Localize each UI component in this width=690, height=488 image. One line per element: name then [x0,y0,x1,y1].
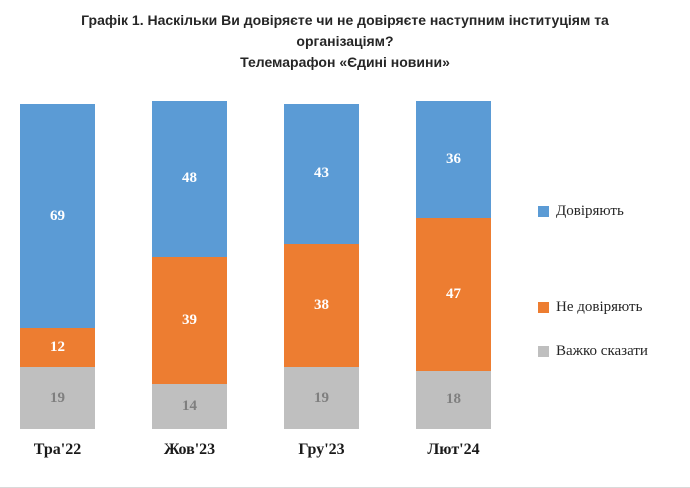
bar-value-label: 43 [314,165,329,182]
bar-value-label: 69 [50,207,65,224]
bar-value-label: 18 [446,391,461,408]
legend-label: Довіряють [556,202,624,219]
x-axis: Тра'22 Жов'23 Гру'23 Лют'24 [0,441,491,459]
plot-area: 69 12 19 48 39 14 43 38 19 36 47 18 [0,99,491,429]
bar-value-label: 12 [50,339,65,356]
bar-segment: 39 [152,256,227,384]
bar-value-label: 36 [446,150,461,167]
bar-value-label: 47 [446,285,461,302]
bar-value-label: 39 [182,311,197,328]
legend-item: Не довіряють [538,298,648,316]
bar-value-label: 19 [50,389,65,406]
legend-label: Не довіряють [556,298,643,315]
x-axis-label: Лют'24 [427,441,480,458]
chart-subtitle: Телемарафон «Єдині новини» [240,54,450,70]
bar-segment: 36 [416,100,491,218]
bar-value-label: 19 [314,389,329,406]
bar-segment: 48 [152,100,227,257]
x-axis-label: Жов'23 [163,441,216,458]
legend-item: Довіряють [538,202,648,220]
bar-stack: 69 12 19 [20,104,95,429]
x-axis-label: Гру'23 [298,441,345,458]
bar-segment: 19 [284,367,359,429]
bar-segment: 18 [416,370,491,429]
legend-marker-icon [538,345,549,357]
chart-title: Графік 1. Наскільки Ви довіряєте чи не д… [81,12,609,49]
chart-header: Графік 1. Наскільки Ви довіряєте чи не д… [0,0,690,73]
legend-marker-icon [538,205,549,217]
x-axis-label: Тра'22 [33,441,82,458]
legend: Довіряють Не довіряють Важко сказати [538,99,648,459]
bar-stack: 48 39 14 [152,100,227,429]
plot-wrapper: 69 12 19 48 39 14 43 38 19 36 47 18 Тра'22 Жов'23 Гру… [0,99,491,459]
bar-segment: 12 [20,328,95,368]
chart-body: 69 12 19 48 39 14 43 38 19 36 47 18 Тра'22 Жов'23 Гру… [0,99,690,459]
bar-segment: 69 [20,104,95,329]
bar-segment: 47 [416,217,491,371]
bar-stack: 43 38 19 [284,104,359,429]
bar-segment: 19 [20,367,95,429]
bar-stack: 36 47 18 [416,100,491,429]
bar-segment: 38 [284,243,359,368]
bar-segment: 43 [284,104,359,244]
bar-value-label: 48 [182,170,197,187]
bar-value-label: 14 [182,397,197,414]
bar-segment: 14 [152,383,227,429]
legend-label: Важко сказати [556,342,648,359]
legend-marker-icon [538,301,549,313]
legend-item: Важко сказати [538,342,648,360]
bar-value-label: 38 [314,297,329,313]
